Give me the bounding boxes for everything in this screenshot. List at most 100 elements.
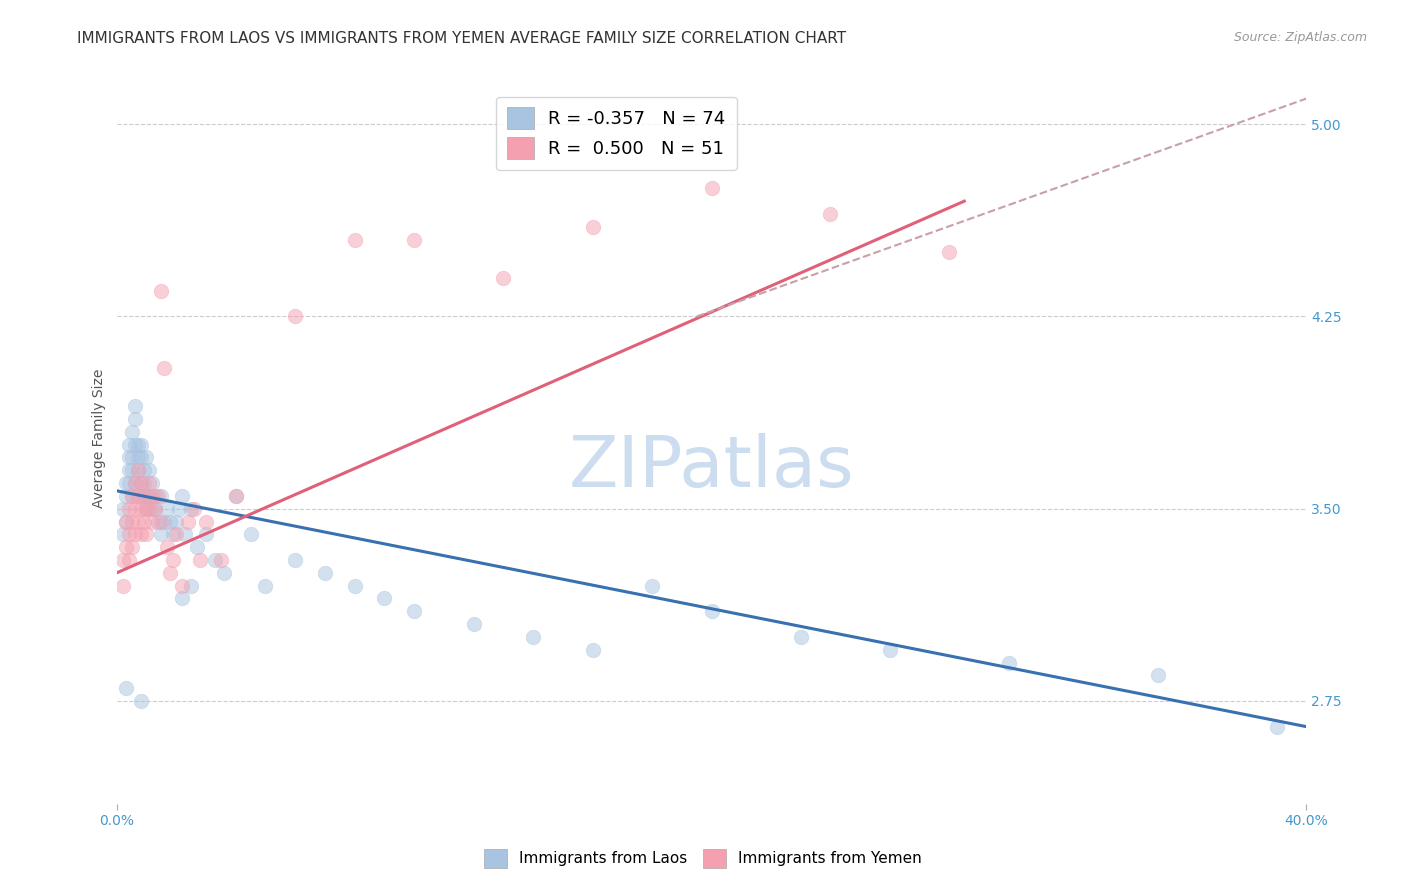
Point [129,501,152,516]
Point [153,360,176,375]
Point [156,501,179,516]
Point [641,579,664,593]
Point [127,463,149,477]
Point [135,527,157,541]
Point [204,553,226,567]
Point [150,515,173,529]
Point [156,540,179,554]
Point [111,527,134,541]
Point [117,553,139,567]
Point [114,540,136,554]
Point [463,617,485,632]
Point [225,489,247,503]
Legend: Immigrants from Laos, Immigrants from Yemen: Immigrants from Laos, Immigrants from Ye… [478,843,928,873]
Point [167,501,190,516]
Point [581,219,603,234]
Point [117,437,139,451]
Text: ZIPatlas: ZIPatlas [568,433,855,502]
Point [138,501,160,516]
Point [127,450,149,465]
Legend: R = -0.357   N = 74, R =  0.500   N = 51: R = -0.357 N = 74, R = 0.500 N = 51 [496,96,737,169]
Text: Source: ZipAtlas.com: Source: ZipAtlas.com [1233,31,1367,45]
Point [132,489,155,503]
Point [121,540,143,554]
Point [117,527,139,541]
Point [129,694,152,708]
Point [314,566,336,580]
Point [114,515,136,529]
Point [117,463,139,477]
Point [111,579,134,593]
Point [150,489,173,503]
Point [150,284,173,298]
Point [239,527,262,541]
Point [998,656,1021,670]
Point [127,463,149,477]
Point [132,476,155,491]
Point [194,527,217,541]
Point [700,604,723,618]
Point [404,233,426,247]
Point [148,515,170,529]
Point [141,501,163,516]
Point [141,515,163,529]
Point [373,591,395,606]
Point [165,515,187,529]
Point [145,501,167,516]
Point [212,566,235,580]
Point [117,476,139,491]
Point [121,450,143,465]
Point [124,476,146,491]
Point [172,489,194,503]
Point [141,476,163,491]
Point [879,642,901,657]
Point [1146,668,1168,682]
Point [121,425,143,439]
Point [159,566,181,580]
Point [124,527,146,541]
Point [127,489,149,503]
Point [127,489,149,503]
Point [284,553,307,567]
Point [114,515,136,529]
Text: IMMIGRANTS FROM LAOS VS IMMIGRANTS FROM YEMEN AVERAGE FAMILY SIZE CORRELATION CH: IMMIGRANTS FROM LAOS VS IMMIGRANTS FROM … [77,31,846,46]
Point [129,476,152,491]
Point [159,515,181,529]
Point [135,489,157,503]
Point [132,463,155,477]
Point [111,553,134,567]
Point [172,591,194,606]
Point [117,450,139,465]
Point [343,579,366,593]
Point [121,515,143,529]
Point [172,579,194,593]
Point [121,463,143,477]
Point [145,489,167,503]
Point [135,501,157,516]
Point [121,489,143,503]
Point [138,489,160,503]
Point [180,501,202,516]
Point [254,579,277,593]
Point [124,412,146,426]
Point [114,476,136,491]
Point [117,501,139,516]
Point [138,463,160,477]
Point [124,476,146,491]
Point [180,579,202,593]
Point [127,515,149,529]
Point [129,476,152,491]
Point [343,233,366,247]
Point [194,515,217,529]
Y-axis label: Average Family Size: Average Family Size [93,368,107,508]
Point [148,489,170,503]
Point [121,489,143,503]
Point [790,630,813,644]
Point [404,604,426,618]
Point [188,553,211,567]
Point [162,553,184,567]
Point [1265,720,1288,734]
Point [284,310,307,324]
Point [145,501,167,516]
Point [124,501,146,516]
